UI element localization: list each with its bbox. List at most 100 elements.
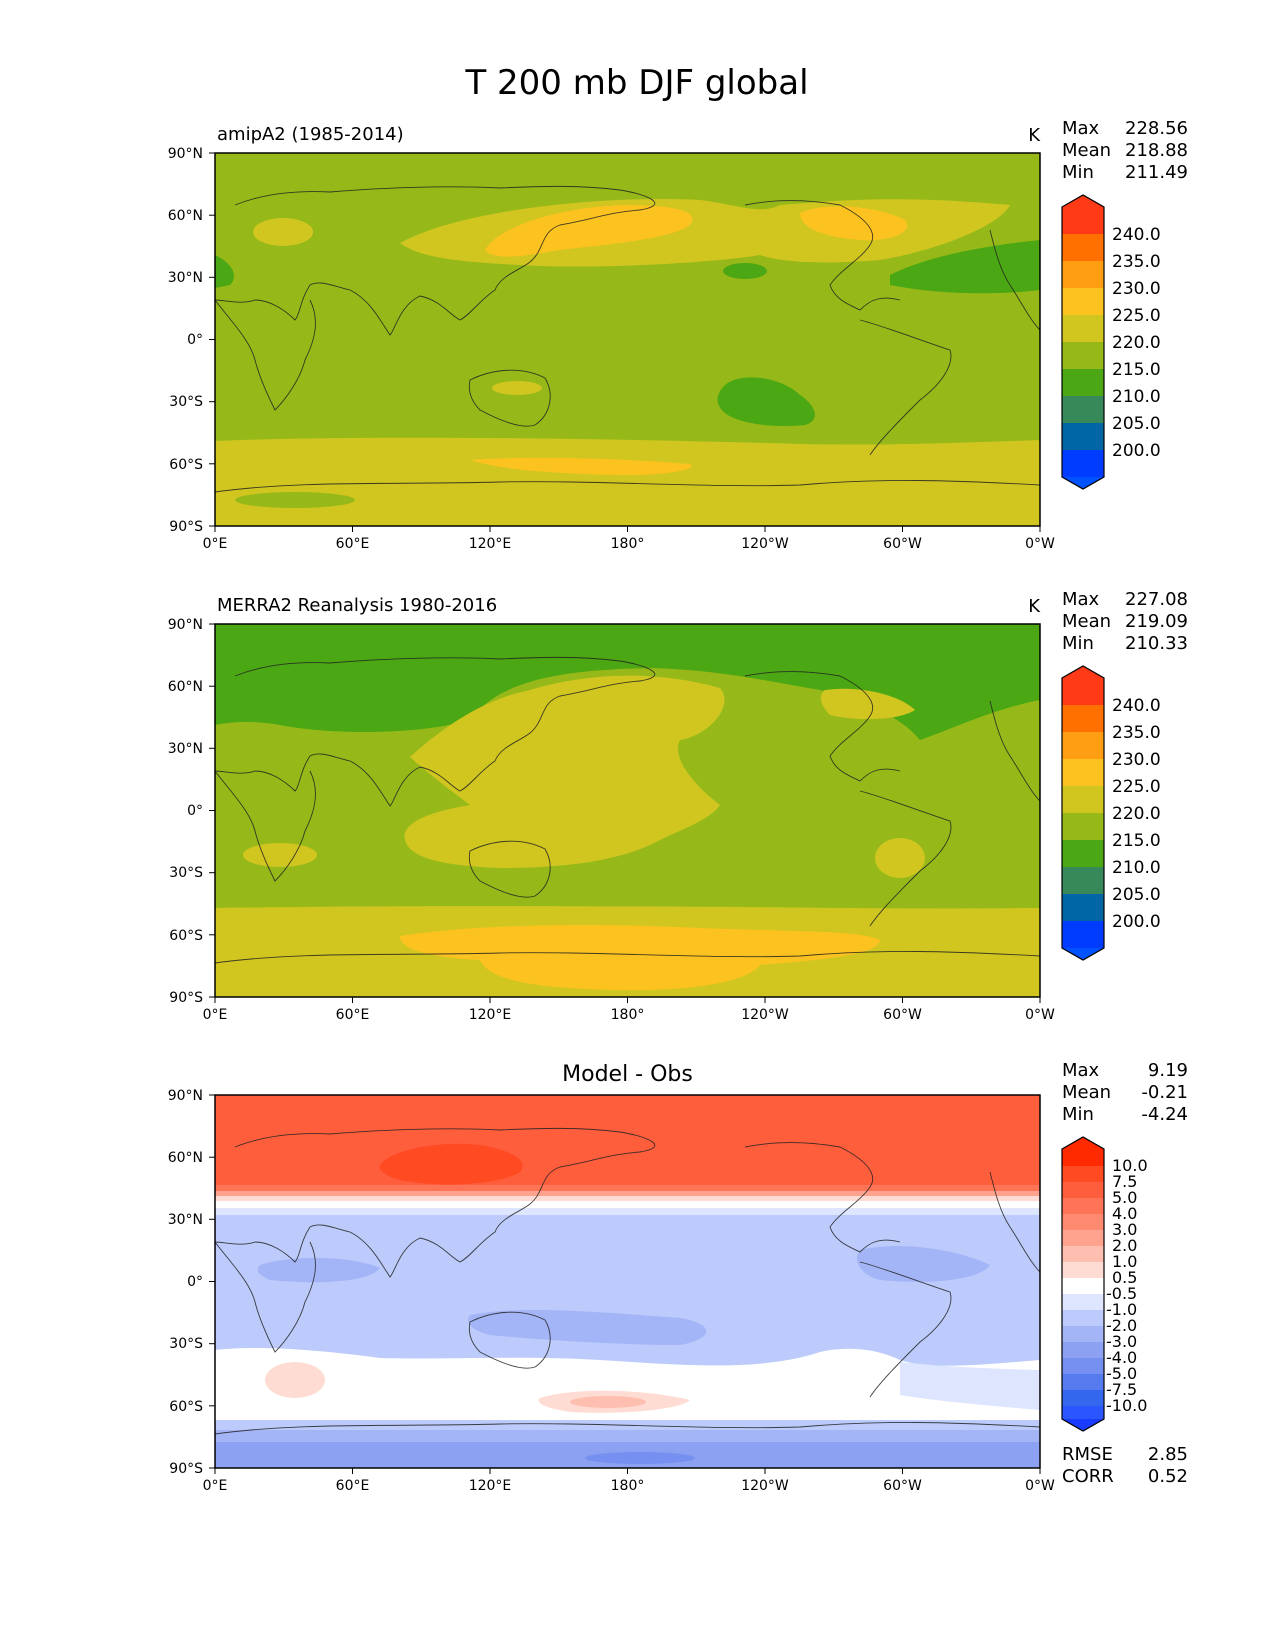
- model-xtick-label: 120°E: [469, 536, 512, 552]
- diff-colorbar-label: -1.0: [1106, 1300, 1137, 1319]
- diff-ytick-label: 60°N: [168, 1150, 203, 1166]
- diff-xtick-label: 60°E: [336, 1478, 370, 1494]
- obs-region-africa-warm: [243, 843, 317, 867]
- obs-ytick-label: 30°N: [168, 741, 203, 757]
- obs-colorbar-outline: [1061, 665, 1105, 961]
- obs-region-namerica-warm: [820, 688, 915, 720]
- obs-stat-label: Max: [1062, 589, 1100, 610]
- model-ytick-label: 30°N: [168, 270, 203, 286]
- obs-region-samerica-warm: [875, 838, 925, 878]
- model-region-europe-warm: [253, 218, 313, 246]
- diff-region-north-band-3: [215, 1191, 1040, 1196]
- diff-colorbar-label: 10.0: [1112, 1156, 1148, 1175]
- diff-xtick-label: 60°W: [883, 1478, 922, 1494]
- diff-ytick-label: 30°S: [169, 1336, 203, 1352]
- panel-model-title: amipA2 (1985-2014): [217, 124, 404, 145]
- diff-colorbar-label: 3.0: [1112, 1220, 1137, 1239]
- panel-obs-title: MERRA2 Reanalysis 1980-2016: [217, 595, 497, 616]
- model-colorbar-label: 205.0: [1112, 414, 1161, 434]
- model-coastlines: [215, 185, 1040, 493]
- obs-ytick-label: 60°N: [168, 679, 203, 695]
- model-ytick-label: 90°S: [169, 519, 203, 535]
- diff-colorbar-label: -4.0: [1106, 1348, 1137, 1367]
- model-colorbar: 240.0 235.0 230.0 225.0 220.0 215.0 210.…: [1061, 194, 1161, 490]
- diff-metric-value: 0.52: [1148, 1466, 1188, 1487]
- diff-region-tropical-cool-2: [468, 1309, 707, 1345]
- obs-colorbar-segment: [1062, 732, 1104, 759]
- obs-colorbar-segment: [1062, 678, 1104, 705]
- obs-xtick-label: 60°E: [336, 1007, 370, 1023]
- diff-y-axis: 90°N 60°N 30°N 0° 30°S 60°S 90°S: [168, 1088, 215, 1477]
- obs-xtick-label: 120°W: [741, 1007, 789, 1023]
- model-ytick-label: 60°N: [168, 208, 203, 224]
- obs-ytick-label: 90°S: [169, 990, 203, 1006]
- model-stats: Max 228.56 Mean 218.88 Min 211.49: [1062, 118, 1188, 183]
- diff-colorbar-label: 5.0: [1112, 1188, 1137, 1207]
- diff-region-pacific-warm-core: [570, 1396, 646, 1408]
- diff-colorbar-label: -10.0: [1106, 1396, 1147, 1415]
- panel-diff-title: Model - Obs: [562, 1062, 693, 1087]
- diff-colorbar-label: 2.0: [1112, 1236, 1137, 1255]
- model-xtick-label: 0°E: [203, 536, 228, 552]
- model-colorbar-segment: [1062, 315, 1104, 342]
- diff-colorbar-label: 7.5: [1112, 1172, 1137, 1191]
- obs-colorbar-label: 220.0: [1112, 804, 1161, 824]
- panel-obs-units: K: [1028, 596, 1041, 617]
- model-region-hawaii-cool: [723, 263, 767, 279]
- diff-x-axis: 0°E 60°E 120°E 180° 120°W 60°W 0°W: [203, 1468, 1055, 1494]
- model-colorbar-label: 240.0: [1112, 225, 1161, 245]
- diff-colorbar-segment: [1062, 1406, 1104, 1419]
- diff-region-samerica-cool: [856, 1245, 990, 1282]
- model-colorbar-bottom-cap: [1062, 477, 1104, 489]
- diff-colorbar-segment: [1062, 1149, 1104, 1166]
- model-xtick-label: 180°: [611, 536, 645, 552]
- model-colorbar-segment: [1062, 369, 1104, 396]
- obs-xtick-label: 0°W: [1025, 1007, 1055, 1023]
- model-region-atlantic-cool: [890, 240, 1040, 294]
- diff-colorbar-segment: [1062, 1278, 1104, 1294]
- diff-region-zero-band: [215, 1201, 1040, 1208]
- diff-stat-value: 9.19: [1148, 1060, 1188, 1081]
- diff-xtick-label: 120°W: [741, 1478, 789, 1494]
- diff-ytick-label: 0°: [187, 1274, 203, 1290]
- obs-xtick-label: 60°W: [883, 1007, 922, 1023]
- model-ytick-label: 0°: [187, 332, 203, 348]
- diff-ytick-label: 30°N: [168, 1212, 203, 1228]
- diff-colorbar-segment: [1062, 1214, 1104, 1230]
- diff-colorbar-segment: [1062, 1198, 1104, 1214]
- diff-ytick-label: 90°S: [169, 1461, 203, 1477]
- obs-xtick-label: 180°: [611, 1007, 645, 1023]
- model-y-axis: 90°N 60°N 30°N 0° 30°S 60°S 90°S: [168, 146, 215, 535]
- model-region-southern-core: [470, 457, 692, 476]
- obs-colorbar-label: 200.0: [1112, 912, 1161, 932]
- diff-ytick-label: 90°N: [168, 1088, 203, 1104]
- model-ytick-label: 90°N: [168, 146, 203, 162]
- model-colorbar-segment: [1062, 450, 1104, 477]
- diff-colorbar-top-cap: [1062, 1137, 1104, 1149]
- model-region-america-jet: [800, 206, 908, 241]
- diff-region-tropical-cool-1: [257, 1257, 380, 1283]
- model-colorbar-segment: [1062, 288, 1104, 315]
- obs-colorbar-segment: [1062, 786, 1104, 813]
- diff-colorbar-label: -7.5: [1106, 1380, 1137, 1399]
- panel-obs: MERRA2 Reanalysis 1980-2016 K 90°N: [168, 589, 1188, 1023]
- model-region-antarctic-cool: [235, 492, 355, 508]
- figure-title: T 200 mb DJF global: [464, 63, 808, 103]
- obs-xtick-label: 0°E: [203, 1007, 228, 1023]
- diff-colorbar-segment: [1062, 1294, 1104, 1310]
- obs-y-axis: 90°N 60°N 30°N 0° 30°S 60°S 90°S: [168, 617, 215, 1006]
- obs-map-field: [215, 624, 1040, 997]
- diff-xtick-label: 180°: [611, 1478, 645, 1494]
- model-xtick-label: 60°W: [883, 536, 922, 552]
- model-region-southern-warm: [215, 437, 1040, 526]
- obs-colorbar-label: 225.0: [1112, 777, 1161, 797]
- model-region-africa-cool: [215, 255, 235, 288]
- model-stat-value: 211.49: [1125, 162, 1188, 183]
- model-ytick-label: 60°S: [169, 457, 203, 473]
- model-stat-label: Max: [1062, 118, 1100, 139]
- model-stat-value: 218.88: [1125, 140, 1188, 161]
- obs-ytick-label: 30°S: [169, 865, 203, 881]
- model-colorbar-label: 215.0: [1112, 360, 1161, 380]
- diff-stat-label: Min: [1062, 1104, 1094, 1125]
